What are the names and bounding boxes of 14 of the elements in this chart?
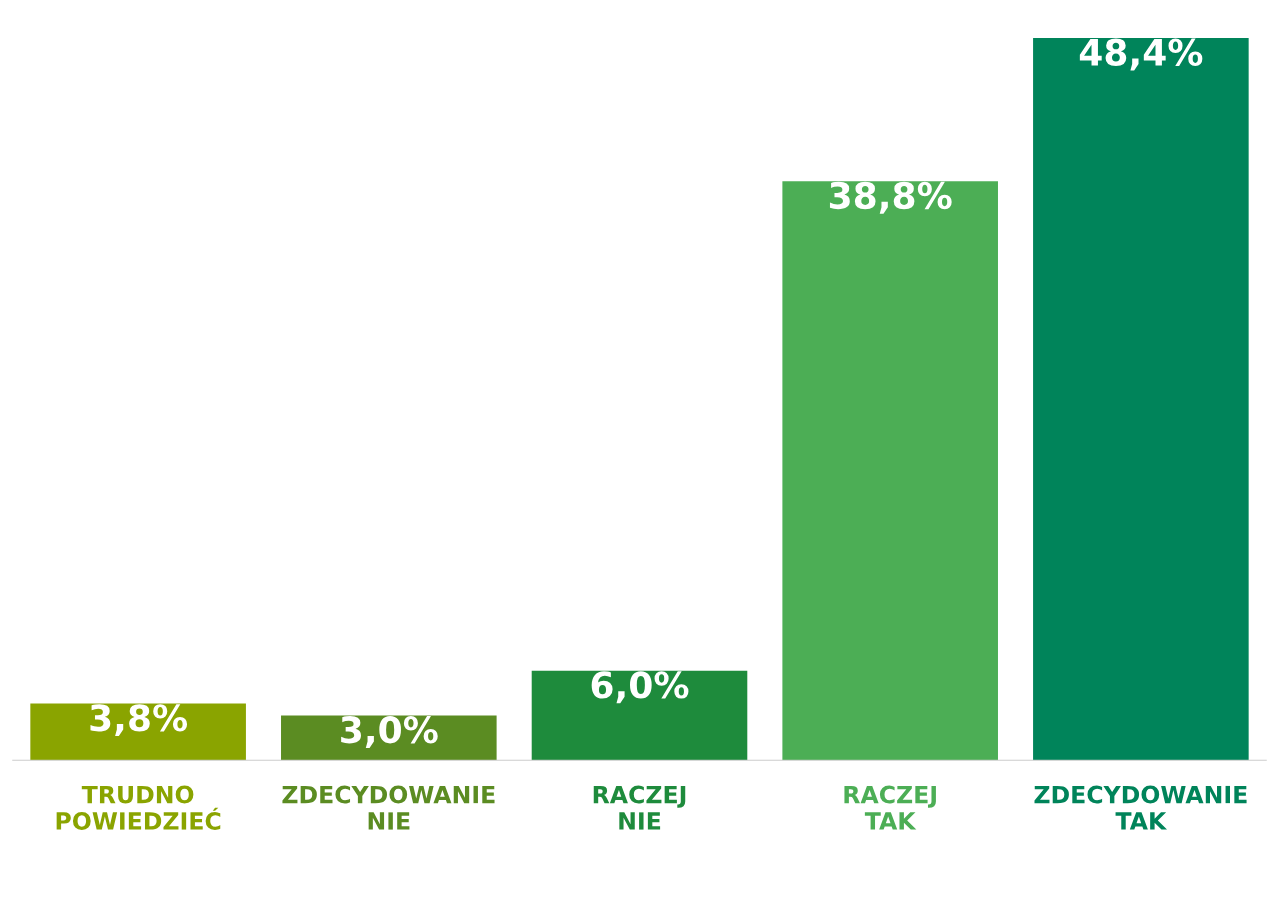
x-tick-label: RACZEJ TAK bbox=[844, 785, 936, 830]
x-tick-label: RACZEJ NIE bbox=[593, 785, 686, 830]
data-label: 3,0% bbox=[341, 716, 438, 748]
data-label: 6,0% bbox=[591, 671, 689, 704]
bar bbox=[531, 670, 748, 761]
x-tick-label: ZDECYDOWANIE NIE bbox=[282, 785, 495, 830]
bar bbox=[782, 181, 998, 761]
data-label: 38,8% bbox=[829, 181, 952, 214]
data-label: 48,4% bbox=[1079, 38, 1203, 71]
bar bbox=[30, 703, 246, 761]
data-label: 3,8% bbox=[90, 704, 188, 737]
bar bbox=[1033, 37, 1249, 761]
x-tick-label: ZDECYDOWANIE TAK bbox=[1034, 785, 1247, 830]
x-tick-label: TRUDNO POWIEDZIEĆ bbox=[56, 785, 221, 830]
